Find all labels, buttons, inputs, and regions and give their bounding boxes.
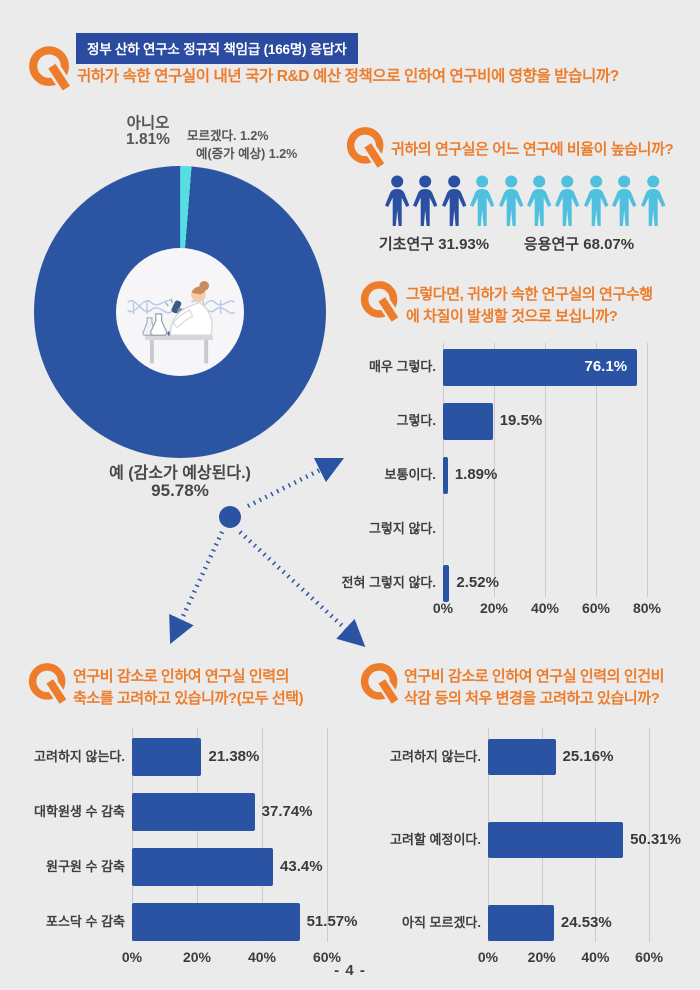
- bar-category-label: 전혀 그렇지 않다.: [341, 575, 436, 590]
- axis-tick-label: 0%: [121, 949, 143, 965]
- gridline: [327, 728, 328, 942]
- q-logo-icon: [344, 126, 388, 170]
- donut-label-main-value: 95.78%: [151, 481, 209, 500]
- bar-value-label: 76.1%: [584, 358, 628, 375]
- bar-value-label: 37.74%: [261, 803, 313, 820]
- bar-value-label: 24.53%: [560, 914, 612, 931]
- donut-label-no: 아니오: [126, 115, 170, 132]
- question-downsize-line2: 축소를 고려하고 있습니까?(모두 선택): [73, 690, 304, 707]
- donut-label-main: 예 (감소가 예상된다.): [109, 465, 251, 482]
- person-icon: [583, 175, 609, 226]
- person-icon: [384, 175, 410, 226]
- person-icon: [612, 175, 637, 226]
- gridline: [596, 343, 597, 597]
- person-icon: [498, 175, 523, 226]
- main-question: 귀하가 속한 연구실이 내년 국가 R&D 예산 정책으로 인하여 연구비에 영…: [77, 68, 619, 85]
- axis-tick-label: 40%: [247, 949, 277, 965]
- disruption-bar-chart: 0% 20% 40% 60% 80% 매우 그렇다. 76.1% 그렇다. 19.5% 보통이다.…: [341, 343, 687, 625]
- bar-category-label: 고려하지 않는다.: [34, 749, 125, 764]
- question-salary-line2: 삭감 등의 처우 변경을 고려하고 있습니까?: [404, 690, 660, 707]
- bar-category-label: 고려하지 않는다.: [390, 749, 481, 764]
- bar-value-label: 50.31%: [630, 831, 681, 848]
- bar-category-label: 아직 모르겠다.: [402, 915, 481, 930]
- gridline: [494, 343, 495, 597]
- person-icon: [413, 175, 438, 226]
- axis-tick-label: 20%: [527, 949, 556, 965]
- axis-tick-label: 0%: [432, 600, 454, 616]
- axis-tick-label: 40%: [530, 600, 560, 616]
- donut-hole: [116, 248, 244, 376]
- axis-tick-label: 40%: [581, 949, 610, 965]
- bar: [132, 903, 300, 941]
- q-logo-icon: [26, 662, 70, 706]
- axis-tick-label: 0%: [477, 949, 499, 965]
- bar-value-label: 21.38%: [208, 748, 260, 765]
- salary-bar-chart: 0% 20% 40% 60% 고려하지 않는다. 25.16% 고려할 예정이다. 50.31…: [355, 728, 689, 978]
- q-logo-icon: [358, 280, 402, 324]
- bar-category-label: 포스닥 수 감축: [46, 914, 125, 929]
- bar-value-label: 1.89%: [454, 466, 498, 483]
- scientist-illustration: [127, 281, 235, 364]
- question-impact-line2: 에 차질이 발생할 것으로 보십니까?: [406, 308, 618, 325]
- bar-value-label: 19.5%: [499, 412, 543, 429]
- bar: [443, 402, 493, 440]
- bar-category-label: 고려할 예정이다.: [390, 832, 481, 847]
- bar-value-label: 51.57%: [306, 913, 358, 930]
- axis-tick-label: 80%: [632, 600, 662, 616]
- bar-value-label: 25.16%: [562, 748, 614, 765]
- respondent-badge: 정부 산하 연구소 정규직 책임급 (166명) 응답자: [76, 33, 358, 64]
- question-downsize-line1: 연구비 감소로 인하여 연구실 인력의: [73, 668, 290, 685]
- gridline: [132, 728, 133, 942]
- bar-value-label: 43.4%: [280, 858, 323, 875]
- donut-label-increase: 예(증가 예상) 1.2%: [196, 147, 298, 161]
- axis-tick-label: 60%: [635, 949, 664, 965]
- budget-impact-donut-chart: [34, 166, 326, 458]
- q-logo-icon: [26, 45, 74, 93]
- person-icon: [640, 175, 665, 226]
- research-ratio-pictogram: [384, 175, 669, 229]
- hub-dot: [219, 506, 241, 528]
- bar-category-label: 그렇지 않다.: [368, 521, 436, 536]
- axis-tick-label: 20%: [479, 600, 509, 616]
- bar: [443, 564, 450, 602]
- bar: [132, 738, 202, 776]
- connector-arrows: [169, 457, 366, 648]
- bar-value-label: 2.52%: [456, 574, 499, 591]
- downsizing-bar-chart: 0% 20% 40% 60% 고려하지 않는다. 21.38% 대학원생 수 감축 37.74…: [24, 728, 360, 978]
- basic-research-label: 기초연구 31.93%: [378, 236, 490, 253]
- bar-category-label: 원구원 수 감축: [46, 859, 125, 874]
- gridline: [647, 343, 648, 597]
- person-icon: [555, 175, 580, 226]
- person-icon: [441, 175, 467, 226]
- bar-category-label: 매우 그렇다.: [368, 359, 436, 374]
- gridline: [262, 728, 263, 942]
- gridline: [545, 343, 546, 597]
- donut-label-no-value: 1.81%: [126, 131, 170, 148]
- axis-tick-label: 60%: [312, 949, 342, 965]
- question-impact-line1: 그렇다면, 귀하가 속한 연구실의 연구수행: [406, 286, 653, 303]
- person-icon: [470, 175, 495, 226]
- donut-label-dontknow: 모르겠다. 1.2%: [187, 129, 269, 143]
- applied-research-label: 응용연구 68.07%: [523, 236, 635, 253]
- bar: [488, 905, 554, 941]
- bar: [132, 793, 255, 831]
- page-number: - 4 -: [334, 962, 366, 979]
- bar: [132, 848, 274, 886]
- question-salary-line1: 연구비 감소로 인하여 연구실 인력의 인건비: [404, 668, 665, 685]
- axis-tick-label: 20%: [182, 949, 212, 965]
- bar-category-label: 그렇다.: [396, 413, 437, 428]
- bar: [488, 822, 624, 858]
- person-icon: [526, 175, 552, 226]
- bar-category-label: 대학원생 수 감축: [34, 804, 125, 819]
- q-logo-icon: [358, 662, 402, 706]
- gridline: [649, 728, 651, 942]
- bar: [443, 348, 638, 386]
- bar: [443, 456, 448, 494]
- bar: [488, 739, 556, 775]
- question-ratio: 귀하의 연구실은 어느 연구에 비율이 높습니까?: [391, 141, 674, 158]
- bar-category-label: 보통이다.: [384, 467, 436, 482]
- axis-tick-label: 60%: [581, 600, 611, 616]
- gridline: [197, 728, 198, 942]
